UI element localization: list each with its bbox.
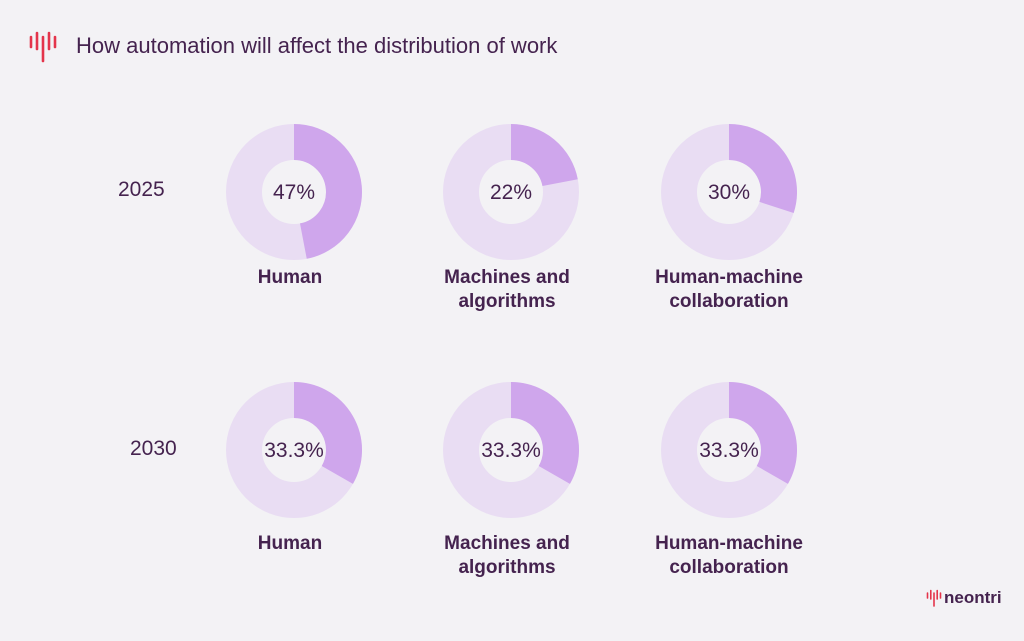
- donut-2025-machines: 22%: [443, 124, 579, 260]
- donut-value-arc: [728, 124, 797, 213]
- category-label-machines: Machines and algorithms: [444, 533, 570, 578]
- year-label-2025: 2025: [118, 178, 165, 201]
- equalizer-bars-icon: [29, 31, 57, 63]
- donut-chart: 33.3%: [226, 382, 362, 518]
- category-label-human: Human: [257, 267, 323, 288]
- donut-chart: 22%: [443, 124, 579, 260]
- donut-value-label: 33.3%: [481, 439, 541, 462]
- equalizer-bars-icon: [926, 589, 942, 607]
- category-label-collab: Human-machine collaboration: [655, 533, 803, 578]
- donut-2030-human: 33.3%: [226, 382, 362, 518]
- donut-value-arc: [510, 382, 579, 484]
- year-label-2030: 2030: [130, 437, 177, 460]
- donut-value-arc: [728, 382, 797, 484]
- donut-2025-collab: 30%: [661, 124, 797, 260]
- donut-chart: 33.3%: [443, 382, 579, 518]
- donut-value-label: 33.3%: [699, 439, 759, 462]
- category-label-human: Human: [257, 533, 323, 554]
- brand-name: neontri: [944, 588, 1002, 607]
- donut-value-arc: [510, 124, 578, 187]
- donut-value-label: 22%: [490, 181, 532, 204]
- donut-2030-machines: 33.3%: [443, 382, 579, 518]
- donut-value-label: 30%: [708, 181, 750, 204]
- donut-value-arc: [293, 124, 362, 259]
- donut-chart: 47%: [226, 124, 362, 260]
- donut-value-arc: [293, 382, 362, 484]
- category-label-machines: Machines and algorithms: [444, 267, 570, 312]
- donut-value-label: 33.3%: [264, 439, 324, 462]
- category-label-collab: Human-machine collaboration: [655, 267, 803, 312]
- page-title: How automation will affect the distribut…: [76, 33, 558, 58]
- donut-chart: 33.3%: [661, 382, 797, 518]
- donut-2025-human: 47%: [226, 124, 362, 260]
- donut-2030-collab: 33.3%: [661, 382, 797, 518]
- brand-logo: neontri: [926, 588, 1002, 608]
- donut-chart: 30%: [661, 124, 797, 260]
- header: How automation will affect the distribut…: [28, 26, 557, 66]
- donut-value-label: 47%: [273, 181, 315, 204]
